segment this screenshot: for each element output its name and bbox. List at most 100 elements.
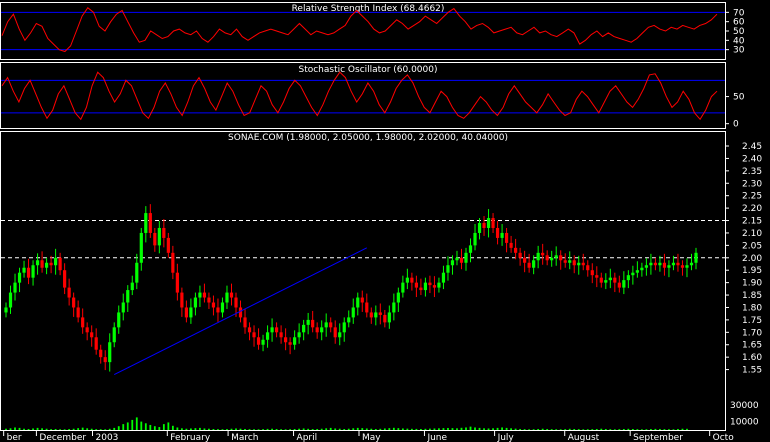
- volume-bar: [149, 424, 152, 430]
- candle-body: [81, 317, 85, 328]
- price-tick-label-16: 2.35: [742, 167, 762, 177]
- candle-body: [617, 282, 621, 288]
- price-tick-label-5: 1.80: [742, 303, 762, 313]
- volume-bar: [447, 427, 449, 430]
- candle-body: [297, 332, 301, 338]
- volume-bar: [284, 429, 287, 430]
- price-layer: 1.55 1.60 1.65 1.70 1.75 1.80 1.85 1.90 1.95 2.00…: [1, 142, 762, 376]
- volume-bar: [36, 427, 39, 430]
- candle-body: [378, 312, 382, 315]
- volume-bar: [289, 429, 292, 430]
- candle-body: [622, 280, 626, 288]
- rsi-tick-label-4: 70: [733, 8, 745, 18]
- volume-bar: [325, 428, 328, 430]
- volume-bar: [388, 428, 391, 430]
- stochastic-tick-label-1: 50: [733, 93, 745, 103]
- volume-bar: [117, 426, 120, 430]
- candle-body: [211, 302, 216, 308]
- volume-bar: [185, 428, 188, 430]
- volume-bar: [537, 428, 540, 430]
- candle-body: [423, 282, 428, 291]
- candle-body: [320, 327, 324, 333]
- candle-body: [653, 262, 658, 266]
- volume-bar: [81, 427, 84, 430]
- candle-body: [599, 277, 603, 283]
- candle-body: [144, 213, 148, 233]
- candle-body: [135, 262, 139, 283]
- price-tick-label-9: 2.00: [742, 254, 762, 264]
- candle-body: [243, 317, 247, 328]
- volume-bar: [496, 427, 499, 430]
- volume-bar: [532, 429, 535, 430]
- volume-bar: [474, 427, 476, 430]
- volume-bar: [217, 429, 219, 430]
- volume-bar: [194, 428, 197, 430]
- candle-body: [130, 282, 134, 291]
- candle-body: [4, 307, 8, 313]
- candle-body: [572, 260, 576, 266]
- candle-body: [500, 232, 504, 238]
- candle-body: [644, 265, 648, 268]
- candle-body: [175, 272, 179, 293]
- candle-body: [265, 332, 270, 340]
- price-tick-label-12: 2.15: [742, 217, 762, 227]
- stochastic-layer: 0 50: [1, 71, 745, 130]
- volume-bar: [487, 428, 490, 430]
- volume-bar: [316, 428, 319, 430]
- candle-body: [405, 277, 409, 283]
- volume-bar: [668, 429, 670, 430]
- volume-bar: [451, 428, 454, 430]
- volume-bar: [564, 429, 567, 430]
- candle-body: [491, 218, 495, 228]
- volume-bar: [510, 428, 512, 430]
- x-axis-label-6: May: [362, 433, 381, 442]
- volume-bar: [528, 429, 531, 430]
- volume-bar: [401, 428, 404, 430]
- volume-bar: [645, 429, 648, 430]
- volume-bar: [5, 428, 7, 430]
- candle-body: [671, 262, 676, 266]
- x-axis-label-1: December: [39, 433, 86, 442]
- candle-body: [356, 297, 360, 308]
- candle-body: [396, 292, 400, 303]
- candle-body: [54, 257, 58, 266]
- volume-bar: [338, 428, 341, 430]
- volume-bar: [99, 429, 102, 430]
- volume-bar: [311, 429, 314, 430]
- candle-body: [586, 265, 590, 271]
- candle-body: [85, 327, 89, 333]
- candle-body: [374, 312, 378, 318]
- volume-bar: [577, 429, 580, 430]
- volume-bar: [32, 428, 34, 430]
- volume-bar: [483, 428, 485, 430]
- volume-bar: [559, 429, 562, 430]
- candle-body: [63, 270, 67, 288]
- candle-body: [347, 317, 351, 323]
- volume-bar: [171, 425, 174, 430]
- volume-bar: [505, 427, 508, 430]
- candle-body: [527, 262, 531, 268]
- volume-bar: [460, 427, 463, 430]
- volume-layer: 10000 30000: [5, 401, 759, 430]
- candle-body: [13, 282, 17, 293]
- volume-bar: [361, 428, 364, 430]
- volume-bar: [203, 428, 206, 430]
- volume-bar: [456, 428, 458, 430]
- price-tick-label-18: 2.45: [742, 142, 762, 152]
- rsi-tick-label-2: 50: [733, 27, 745, 37]
- volume-bar: [135, 417, 138, 430]
- price-tick-label-17: 2.40: [742, 154, 762, 164]
- volume-bar: [244, 428, 246, 430]
- candle-body: [550, 257, 554, 261]
- x-axis-label-8: July: [497, 433, 515, 442]
- candle-body: [329, 322, 333, 328]
- volume-bar: [573, 428, 576, 430]
- candle-body: [103, 357, 107, 363]
- volume-bar: [262, 429, 264, 430]
- rsi-title: Relative Strength Index (68.4662): [292, 4, 445, 14]
- volume-bar: [158, 427, 161, 430]
- candle-body: [31, 265, 35, 278]
- volume-bar: [631, 428, 634, 430]
- price-tick-label-4: 1.75: [742, 316, 762, 326]
